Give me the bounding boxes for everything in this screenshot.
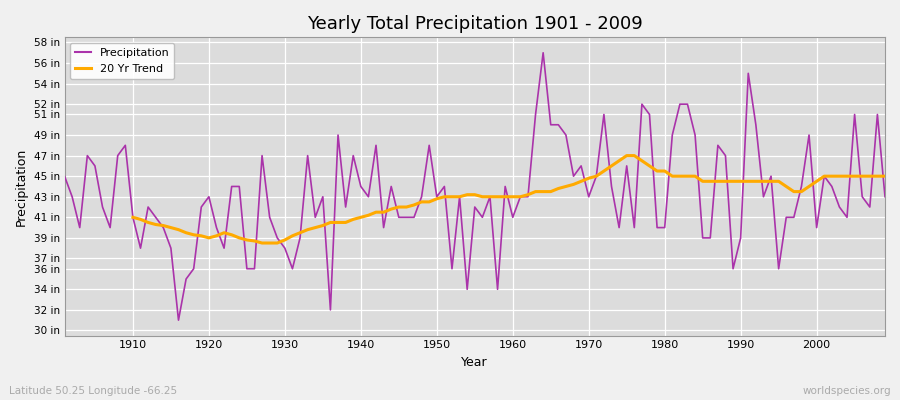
Text: worldspecies.org: worldspecies.org [803,386,891,396]
Text: Latitude 50.25 Longitude -66.25: Latitude 50.25 Longitude -66.25 [9,386,177,396]
Title: Yearly Total Precipitation 1901 - 2009: Yearly Total Precipitation 1901 - 2009 [307,15,643,33]
X-axis label: Year: Year [462,356,488,369]
Y-axis label: Precipitation: Precipitation [15,147,28,226]
Legend: Precipitation, 20 Yr Trend: Precipitation, 20 Yr Trend [70,43,175,79]
